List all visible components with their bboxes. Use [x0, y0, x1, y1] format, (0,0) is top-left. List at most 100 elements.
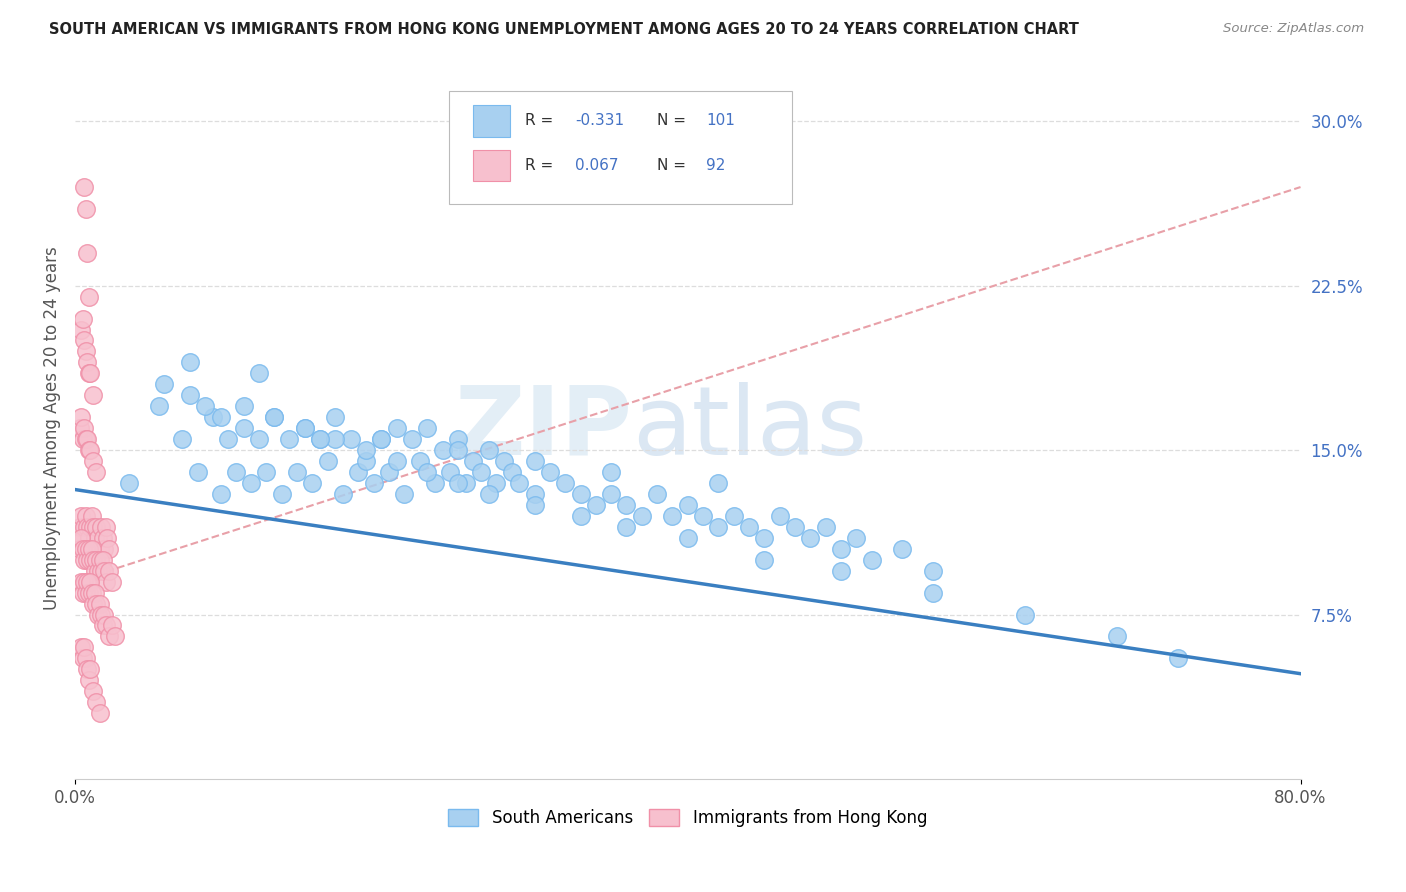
Point [97, 541, 120, 556]
Point [89, 541, 111, 556]
Point [378, 465, 401, 479]
Point [86, 465, 108, 479]
Point [72, 541, 94, 556]
Point [75, 585, 97, 599]
Point [82, 454, 104, 468]
Point [408, 454, 430, 468]
Point [89, 706, 111, 721]
Point [70, 410, 93, 425]
Point [77, 585, 100, 599]
FancyBboxPatch shape [474, 150, 510, 181]
Point [209, 487, 232, 501]
Point [247, 432, 270, 446]
Text: N =: N = [657, 113, 686, 128]
Text: Source: ZipAtlas.com: Source: ZipAtlas.com [1223, 22, 1364, 36]
Point [723, 508, 745, 523]
Point [830, 541, 852, 556]
Point [75, 432, 97, 446]
Point [77, 673, 100, 688]
Point [73, 574, 96, 589]
Point [478, 487, 501, 501]
Point [325, 410, 347, 425]
Point [82, 520, 104, 534]
Text: atlas: atlas [633, 382, 868, 475]
Point [91, 618, 114, 632]
Point [70, 508, 93, 523]
Point [692, 508, 714, 523]
Point [82, 684, 104, 698]
Point [247, 367, 270, 381]
Text: SOUTH AMERICAN VS IMMIGRANTS FROM HONG KONG UNEMPLOYMENT AMONG AGES 20 TO 24 YEA: SOUTH AMERICAN VS IMMIGRANTS FROM HONG K… [49, 22, 1078, 37]
Point [187, 465, 209, 479]
Point [79, 443, 101, 458]
Point [86, 520, 108, 534]
Point [77, 541, 100, 556]
Point [82, 552, 104, 566]
Point [73, 520, 96, 534]
Point [97, 564, 120, 578]
Point [70, 322, 93, 336]
Point [76, 432, 98, 446]
Point [470, 465, 492, 479]
Point [447, 443, 470, 458]
Point [523, 498, 546, 512]
Point [454, 475, 477, 490]
Point [153, 377, 176, 392]
Point [423, 475, 446, 490]
Point [104, 629, 127, 643]
Point [79, 574, 101, 589]
Point [538, 465, 561, 479]
Point [738, 520, 761, 534]
Point [370, 432, 392, 446]
Point [96, 531, 118, 545]
Point [754, 552, 776, 566]
Point [148, 399, 170, 413]
Point [76, 662, 98, 676]
Point [70, 574, 93, 589]
Point [217, 432, 239, 446]
Point [385, 454, 408, 468]
Text: ZIP: ZIP [454, 382, 633, 475]
Point [87, 607, 110, 622]
Point [814, 520, 837, 534]
Point [93, 607, 115, 622]
Point [921, 585, 943, 599]
Point [69, 421, 91, 435]
Point [82, 388, 104, 402]
Point [73, 552, 96, 566]
Point [270, 487, 292, 501]
Point [84, 564, 107, 578]
Point [294, 421, 316, 435]
Point [70, 640, 93, 655]
Point [86, 695, 108, 709]
Point [921, 564, 943, 578]
Point [117, 475, 139, 490]
Point [73, 421, 96, 435]
Point [523, 487, 546, 501]
Point [447, 432, 470, 446]
Point [73, 180, 96, 194]
Point [1167, 651, 1189, 665]
Point [90, 607, 112, 622]
Point [69, 541, 91, 556]
Point [707, 520, 730, 534]
Point [676, 531, 699, 545]
Point [754, 531, 776, 545]
Text: -0.331: -0.331 [575, 113, 624, 128]
Text: 101: 101 [706, 113, 735, 128]
Point [485, 475, 508, 490]
Point [179, 388, 201, 402]
Point [94, 618, 117, 632]
Point [278, 432, 301, 446]
Point [263, 410, 285, 425]
Point [569, 508, 592, 523]
Point [385, 421, 408, 435]
Point [94, 574, 117, 589]
Point [86, 597, 108, 611]
Point [76, 574, 98, 589]
Point [1014, 607, 1036, 622]
Point [76, 520, 98, 534]
Point [347, 465, 370, 479]
Point [600, 487, 623, 501]
Point [100, 574, 122, 589]
